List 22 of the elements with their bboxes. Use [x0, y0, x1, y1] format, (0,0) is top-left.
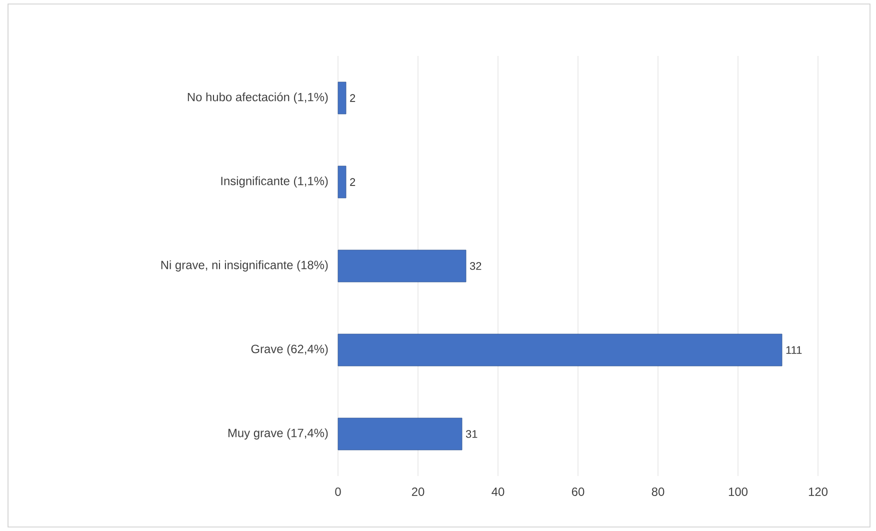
x-tick-label: 80 [652, 488, 664, 496]
y-tick-label: Muy grave (17,4%) [228, 428, 328, 440]
data-label: 2 [350, 94, 356, 102]
bar [338, 250, 466, 282]
x-tick-label: 0 [335, 488, 341, 496]
y-tick-label: Insignificante (1,1%) [221, 176, 328, 188]
data-label: 32 [470, 262, 482, 270]
bar [338, 166, 346, 198]
bar [338, 334, 782, 366]
y-tick-label: No hubo afectación (1,1%) [188, 92, 328, 104]
x-tick-label: 40 [492, 488, 504, 496]
data-label: 111 [786, 346, 802, 354]
x-tick-label: 20 [412, 488, 424, 496]
x-tick-label: 60 [572, 488, 584, 496]
bar [338, 418, 462, 450]
x-tick-label: 100 [728, 488, 748, 496]
bar [338, 82, 346, 114]
data-label: 31 [466, 430, 478, 438]
data-label: 2 [350, 178, 356, 186]
y-tick-label: Ni grave, ni insignificante (18%) [161, 260, 328, 272]
y-tick-label: Grave (62,4%) [251, 344, 328, 356]
x-tick-label: 120 [808, 488, 828, 496]
